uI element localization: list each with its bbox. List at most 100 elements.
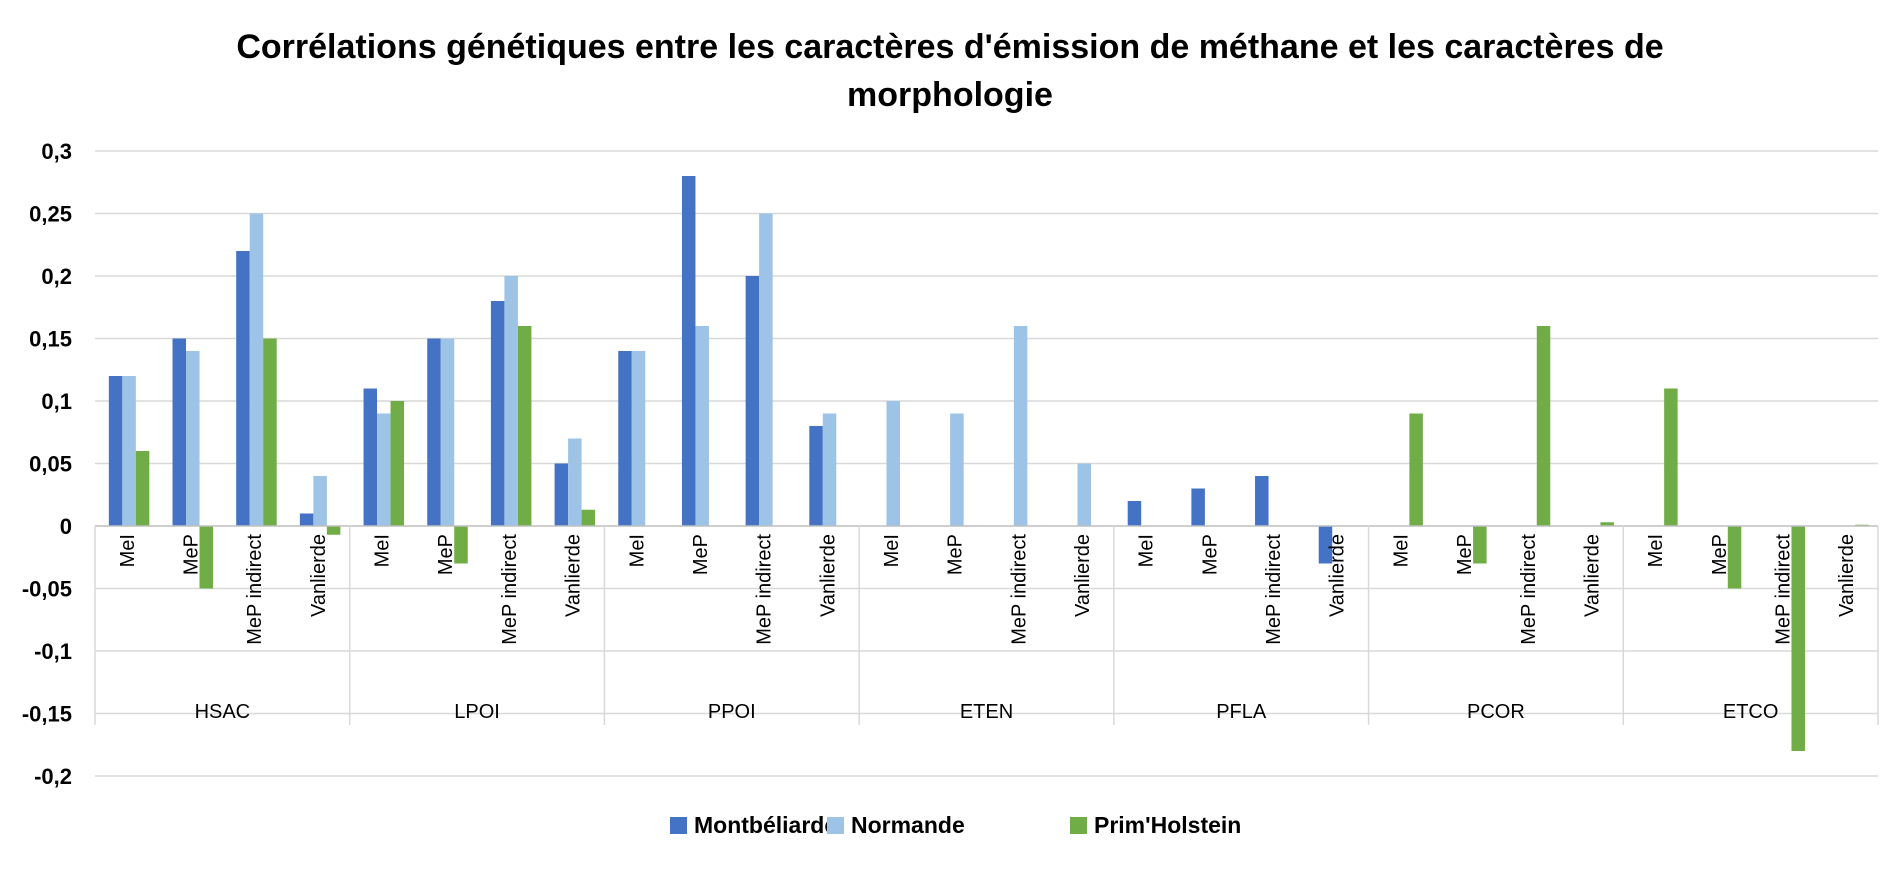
bar <box>172 338 187 526</box>
legend-label: Normande <box>851 812 965 838</box>
bar <box>759 213 773 526</box>
bar <box>490 301 505 526</box>
subcategory-label: Vanlierde <box>1072 534 1094 617</box>
y-tick-label: -0,05 <box>22 577 72 602</box>
subcategory-label: MeP indirect <box>1263 534 1285 645</box>
bar <box>1191 488 1205 526</box>
subcategory-label: Vanlierde <box>1581 534 1603 617</box>
y-tick-label: 0,15 <box>29 327 72 352</box>
y-tick-label: 0,05 <box>29 452 72 477</box>
bar <box>618 351 632 526</box>
bar <box>326 526 341 535</box>
subcategory-label: MeP <box>945 534 967 575</box>
bar <box>454 526 468 564</box>
bar <box>1318 526 1333 564</box>
bar <box>440 338 455 526</box>
bar <box>249 213 264 526</box>
gridlines <box>95 150 1878 777</box>
bar <box>504 276 518 526</box>
subcategory-label: MeP indirect <box>1518 534 1540 645</box>
bar <box>299 513 314 526</box>
chart-title: Corrélations génétiques entre les caract… <box>236 28 1663 114</box>
bar <box>1127 501 1142 526</box>
subcategory-labels: MeI MeP MeP indirect Vanlierde MeI MeP MeP ind… <box>117 534 1858 645</box>
group-label: PPOI <box>708 701 756 723</box>
subcategory-label: MeP <box>1199 534 1221 575</box>
y-tick-label: 0,25 <box>29 202 72 227</box>
legend-swatch <box>670 817 687 834</box>
bar <box>695 326 709 526</box>
legend-swatch <box>1070 817 1087 834</box>
subcategory-label: MeP <box>1454 534 1476 575</box>
bar <box>236 251 250 526</box>
subcategory-label: MeP <box>1709 534 1731 575</box>
subcategory-label: MeP indirect <box>244 534 266 645</box>
bar <box>1409 413 1423 526</box>
subcategory-label: MeP indirect <box>754 534 776 645</box>
group-label: LPOI <box>454 701 500 723</box>
bar <box>199 526 214 589</box>
bar <box>1664 388 1678 526</box>
bar <box>390 401 405 526</box>
subcategory-label: Vanlierde <box>563 534 585 617</box>
bar <box>1791 526 1805 751</box>
legend-swatch <box>827 817 844 834</box>
chart-title-line-2: morphologie <box>847 76 1053 114</box>
legend: Montbéliarde Normande Prim'Holstein <box>670 812 1241 838</box>
subcategory-label: MeI <box>1136 534 1158 567</box>
y-tick-label: -0,1 <box>34 639 72 664</box>
bar <box>581 509 596 526</box>
y-tick-label: 0,3 <box>41 139 72 164</box>
bar <box>822 413 837 526</box>
group-labels: HSAC LPOI PPOI ETEN PFLA PCOR ETCO <box>195 701 1779 723</box>
chart-title-line-1: Corrélations génétiques entre les caract… <box>236 28 1663 66</box>
bar <box>1536 326 1551 526</box>
bar <box>517 326 532 526</box>
bar <box>427 338 441 526</box>
subcategory-label: MeP <box>181 534 203 575</box>
bar <box>1727 526 1742 589</box>
legend-item: Normande <box>827 812 965 838</box>
bar <box>186 351 200 526</box>
group-label: ETCO <box>1723 701 1779 723</box>
bar <box>377 413 391 526</box>
y-tick-label: 0,1 <box>41 389 72 414</box>
y-tick-label: 0,2 <box>41 264 72 289</box>
bar <box>1013 326 1028 526</box>
legend-label: Montbéliarde <box>694 812 837 838</box>
group-label: PCOR <box>1467 701 1525 723</box>
subcategory-label: MeP <box>690 534 712 575</box>
subcategory-label: Vanlierde <box>1327 534 1349 617</box>
bar <box>809 426 823 526</box>
bar <box>631 351 646 526</box>
subcategory-label: Vanlierde <box>817 534 839 617</box>
subcategory-label: Vanlierde <box>1836 534 1858 617</box>
subcategory-label: MeP indirect <box>1772 534 1794 645</box>
group-separators <box>94 526 1879 725</box>
bar <box>1473 526 1487 564</box>
bar <box>313 476 327 526</box>
subcategory-label: MeI <box>372 534 394 567</box>
bar <box>135 451 150 526</box>
subcategory-label: MeP indirect <box>499 534 521 645</box>
bar <box>122 376 136 526</box>
bar <box>263 338 277 526</box>
bar <box>886 401 900 526</box>
subcategory-label: MeP <box>435 534 457 575</box>
bar <box>554 463 569 526</box>
bar <box>1077 463 1092 526</box>
group-label: HSAC <box>195 701 251 723</box>
group-label: PFLA <box>1216 701 1267 723</box>
bar <box>745 276 760 526</box>
bar <box>950 413 964 526</box>
bar <box>1600 522 1614 526</box>
y-tick-label: -0,15 <box>22 702 72 727</box>
subcategory-label: MeP indirect <box>1008 534 1030 645</box>
legend-item: Montbéliarde <box>670 812 837 838</box>
subcategory-label: MeI <box>117 534 139 567</box>
legend-label: Prim'Holstein <box>1094 812 1241 838</box>
subcategory-label: MeI <box>626 534 648 567</box>
bar <box>363 388 378 526</box>
subcategory-label: MeI <box>1645 534 1667 567</box>
